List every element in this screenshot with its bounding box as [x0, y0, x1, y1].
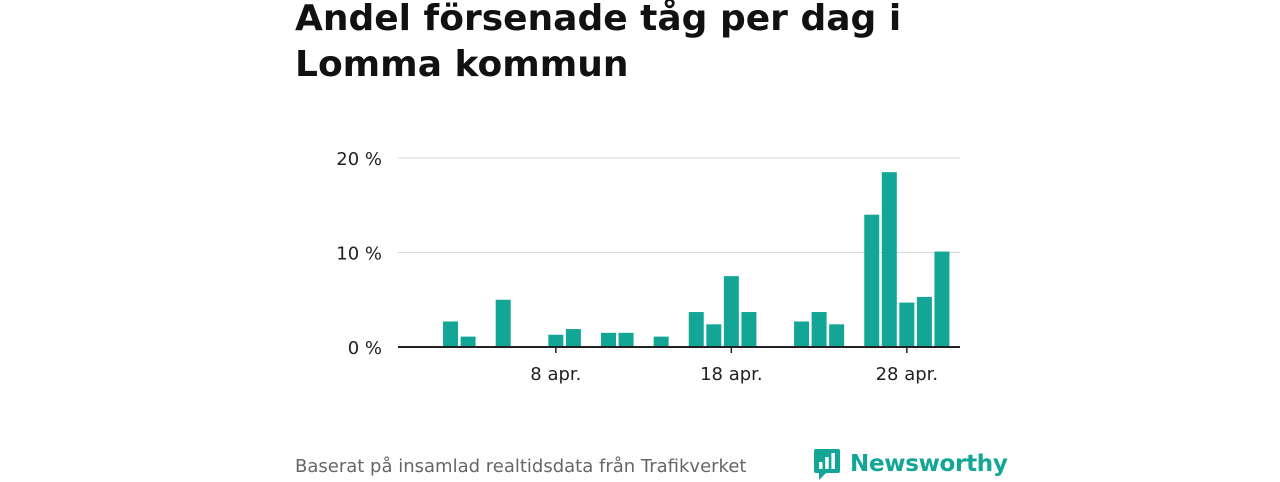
- bar: 2022-04-19: 3.7 %: [741, 312, 757, 347]
- bar: 2022-04-27: 18.5 %: [881, 172, 897, 347]
- x-tick-label: 18 apr.: [700, 364, 763, 385]
- bar: 2022-04-12: 1.5 %: [618, 332, 634, 347]
- x-axis-labels: 8 apr. 18 apr. 28 apr.: [530, 364, 938, 385]
- x-axis: [398, 346, 960, 353]
- newsworthy-logo-icon: [814, 449, 840, 480]
- brand-logo: Newsworthy: [813, 446, 1008, 482]
- bar: 2022-04-17: 2.4 %: [706, 324, 722, 347]
- chart-title: Andel försenade tåg per dag i Lomma komm…: [295, 0, 902, 85]
- bar: 2022-04-26: 14 %: [864, 214, 880, 347]
- source-note: Baserat på insamlad realtidsdata från Tr…: [295, 456, 747, 477]
- bars: 2022-04-02: 2.7 %2022-04-03: 1.1 % 2022-0…: [443, 172, 950, 347]
- y-axis-labels: 0 % 10 % 20 %: [336, 149, 382, 359]
- x-tick-label: 8 apr.: [530, 364, 581, 385]
- bar: 2022-04-16: 3.7 %: [688, 312, 704, 347]
- bar: 2022-04-09: 1.9 %: [565, 329, 581, 347]
- bar: 2022-04-23: 3.7 %: [811, 312, 827, 347]
- bar: 2022-04-02: 2.7 %: [443, 321, 459, 347]
- bar: 2022-04-24: 2.4 %: [829, 324, 845, 347]
- y-tick-label: 20 %: [336, 149, 382, 170]
- bar: 2022-04-30: 10.1 %: [934, 251, 950, 347]
- bar: 2022-04-11: 1.5 %: [601, 332, 616, 347]
- bar: 2022-04-08: 1.3 %: [548, 334, 564, 347]
- y-tick-label: 0 %: [348, 338, 382, 359]
- bar: 2022-04-14: 1.1 %: [653, 336, 669, 347]
- bar: 2022-04-03: 1.1 %: [460, 336, 476, 347]
- bar: 2022-04-22: 2.7 %: [794, 321, 810, 347]
- bar: 2022-04-18: 7.5 %: [723, 276, 739, 347]
- bar: 2022-04-28: 4.7 %: [899, 302, 915, 347]
- y-tick-label: 10 %: [336, 244, 382, 265]
- bar: 2022-04-29: 5.3 %: [916, 296, 932, 347]
- brand-name: Newsworthy: [850, 451, 1008, 477]
- bar: 2022-04-05: 5 %: [495, 299, 511, 347]
- x-tick-label: 28 apr.: [876, 364, 939, 385]
